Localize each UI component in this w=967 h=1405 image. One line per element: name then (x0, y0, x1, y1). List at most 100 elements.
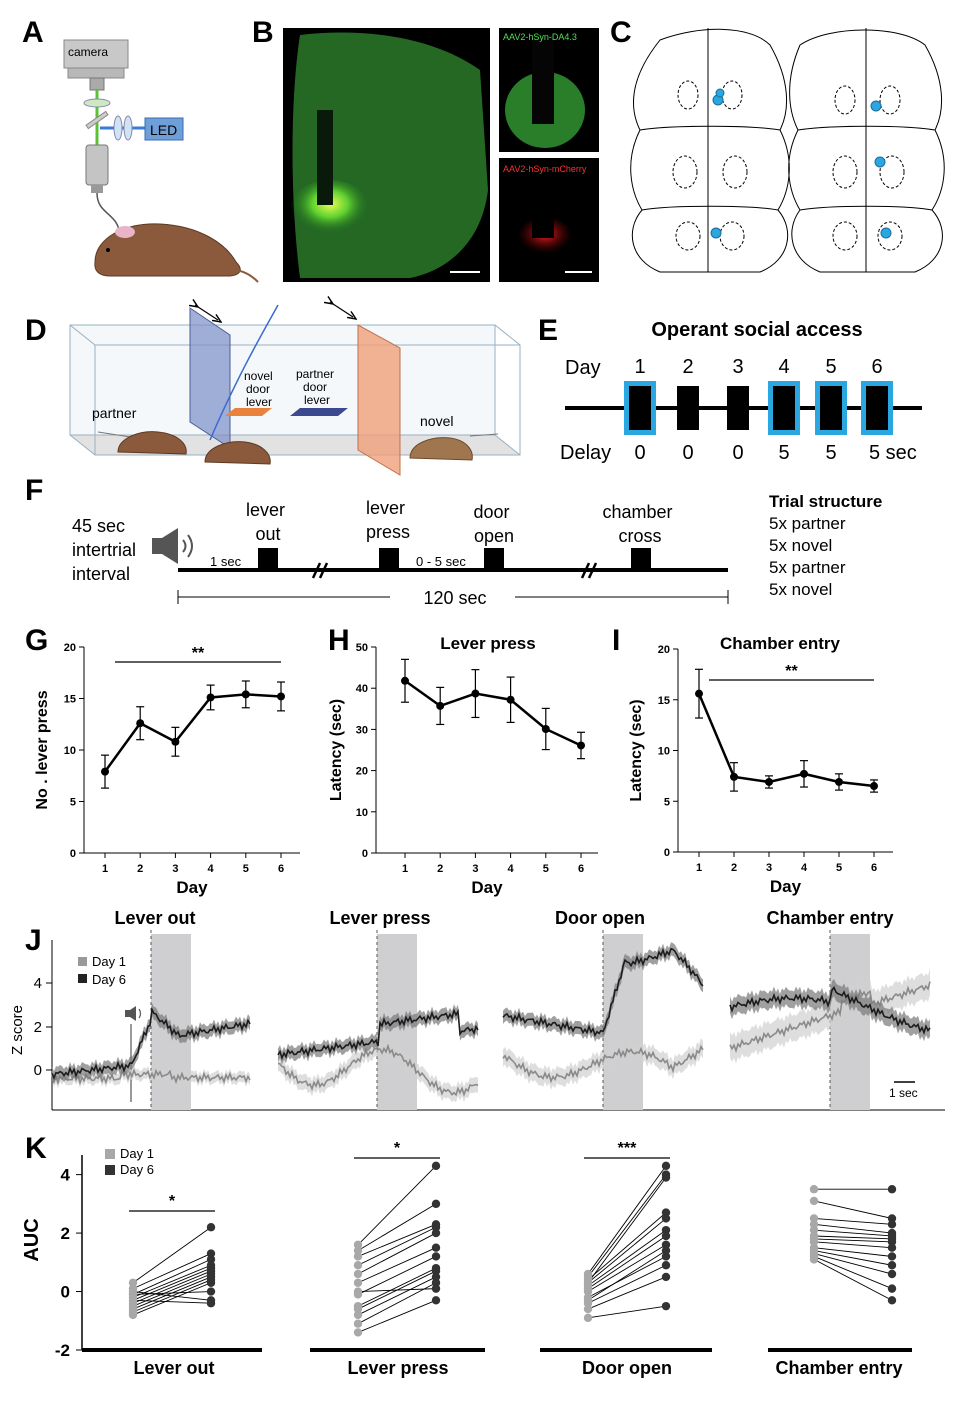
k-point-day1 (809, 1237, 819, 1247)
trace-door-open-day1 (502, 1044, 704, 1084)
novel-vole (409, 437, 473, 461)
day-block (629, 386, 651, 430)
k-sig-stars: *** (618, 1140, 637, 1157)
camera-base (67, 67, 125, 79)
k-point-day6 (431, 1266, 441, 1276)
k-pair-line (357, 1276, 437, 1316)
sig-stars: ** (192, 645, 205, 662)
delay-value: 5 sec (869, 442, 917, 464)
atlas-left-nacc-r (721, 80, 743, 110)
x-tick-label: 4 (208, 863, 215, 875)
k-point-day1 (128, 1290, 138, 1299)
y-axis-label: Latency (sec) (328, 699, 345, 801)
k-pair-line (813, 1223, 893, 1234)
novel-label: novel (420, 413, 453, 429)
day-block (727, 386, 749, 430)
trial-structure-list: 5x partner 5x novel 5x partner 5x novel (769, 514, 850, 599)
x-axis-label: Day (176, 878, 208, 897)
atlas-right-sep1 (797, 125, 936, 131)
k-point-day1 (583, 1287, 593, 1296)
k-point-day6 (431, 1284, 441, 1293)
atlas-right-mid-l (832, 155, 858, 189)
objective-tip (91, 185, 103, 193)
k-pair-line (813, 1247, 893, 1257)
j-legend-day1: Day 1 (92, 954, 126, 969)
data-point (541, 724, 550, 733)
day-label: Day (565, 357, 601, 379)
k-point-day6 (887, 1185, 897, 1194)
k-point-day1 (128, 1310, 138, 1320)
x-axis-label: Day (471, 878, 503, 897)
k-pair-line (132, 1291, 212, 1301)
chart-title: Chamber entry (720, 634, 841, 653)
k-pair-line (813, 1250, 893, 1266)
y-tick-label: 20 (658, 644, 670, 656)
trace-lever-press-day6-sem-band (278, 1004, 478, 1065)
panel-e: E Operant social access Day Delay 1 0 2 0 3 0… (538, 314, 922, 464)
k-ytick-label: 4 (61, 1166, 71, 1185)
panel-j: J Lever out Lever press Door open Chambe… (9, 908, 945, 1111)
data-point (506, 695, 515, 704)
k-pair-line (813, 1235, 893, 1240)
k-pair-line (813, 1256, 893, 1290)
k-point-day6 (661, 1173, 671, 1182)
j-title-lever-out: Lever out (114, 908, 195, 928)
k-point-day6 (887, 1269, 897, 1279)
day-blocks: 1 0 2 0 3 0 4 5 5 5 6 5 sec (624, 356, 917, 464)
k-point-day6 (206, 1249, 216, 1258)
k-point-day6 (887, 1214, 897, 1223)
j-ytick-label: 2 (34, 1019, 42, 1036)
atlas-right-nacc-l (834, 85, 856, 115)
y-tick-label: 20 (356, 766, 368, 778)
k-point-day1 (353, 1261, 363, 1270)
chamber-edge (69, 324, 96, 346)
fiber-track (317, 110, 333, 205)
k-point-day6 (431, 1199, 441, 1209)
data-point (765, 777, 773, 786)
k-point-day6 (661, 1225, 671, 1235)
delay-value: 5 (825, 442, 836, 464)
panel-label-d: D (25, 314, 47, 347)
k-pair-line (357, 1165, 437, 1246)
panel-label-f: F (25, 474, 43, 507)
k-point-day1 (353, 1240, 363, 1249)
k-point-day1 (809, 1225, 819, 1235)
red-inset-track (532, 180, 554, 238)
data-point (695, 689, 703, 698)
y-tick-label: 5 (70, 797, 76, 809)
k-point-day1 (583, 1296, 593, 1305)
data-point (577, 741, 585, 750)
door-arrow-2 (330, 302, 353, 317)
k-point-day1 (353, 1246, 363, 1255)
k-pair-line (587, 1256, 667, 1298)
led-lens-1 (113, 115, 123, 141)
chart-h: 0 10 20 30 40 50 1 2 3 4 5 6 Day Latency (sec) Lever p… (328, 634, 598, 897)
data-point (171, 737, 180, 746)
atlas-right-low-r (877, 221, 903, 251)
atlas-right-low-l (832, 221, 858, 251)
k-pair-line (813, 1258, 893, 1301)
k-point-day6 (431, 1243, 441, 1252)
x-tick-label: 4 (801, 862, 808, 874)
day-number: 6 (871, 356, 882, 378)
k-point-day6 (206, 1299, 216, 1308)
k-pair-line (357, 1267, 437, 1307)
k-pair-line (132, 1267, 212, 1301)
k-point-day1 (353, 1269, 363, 1279)
k-pair-line (357, 1203, 437, 1252)
trace-door-open-day6-sem-band (503, 942, 703, 1042)
novel-door (357, 324, 401, 476)
atlas-left (630, 28, 790, 273)
k-point-day6 (431, 1252, 441, 1261)
led-box (144, 117, 184, 141)
k-point-day6 (431, 1161, 441, 1171)
panel-label-e: E (538, 314, 558, 347)
k-point-day6 (661, 1252, 671, 1261)
k-point-day6 (431, 1296, 441, 1305)
j-title-chamber-entry: Chamber entry (766, 908, 893, 928)
speaker-icon (152, 528, 193, 564)
k-point-day6 (661, 1301, 671, 1311)
y-tick-label: 50 (356, 642, 368, 654)
